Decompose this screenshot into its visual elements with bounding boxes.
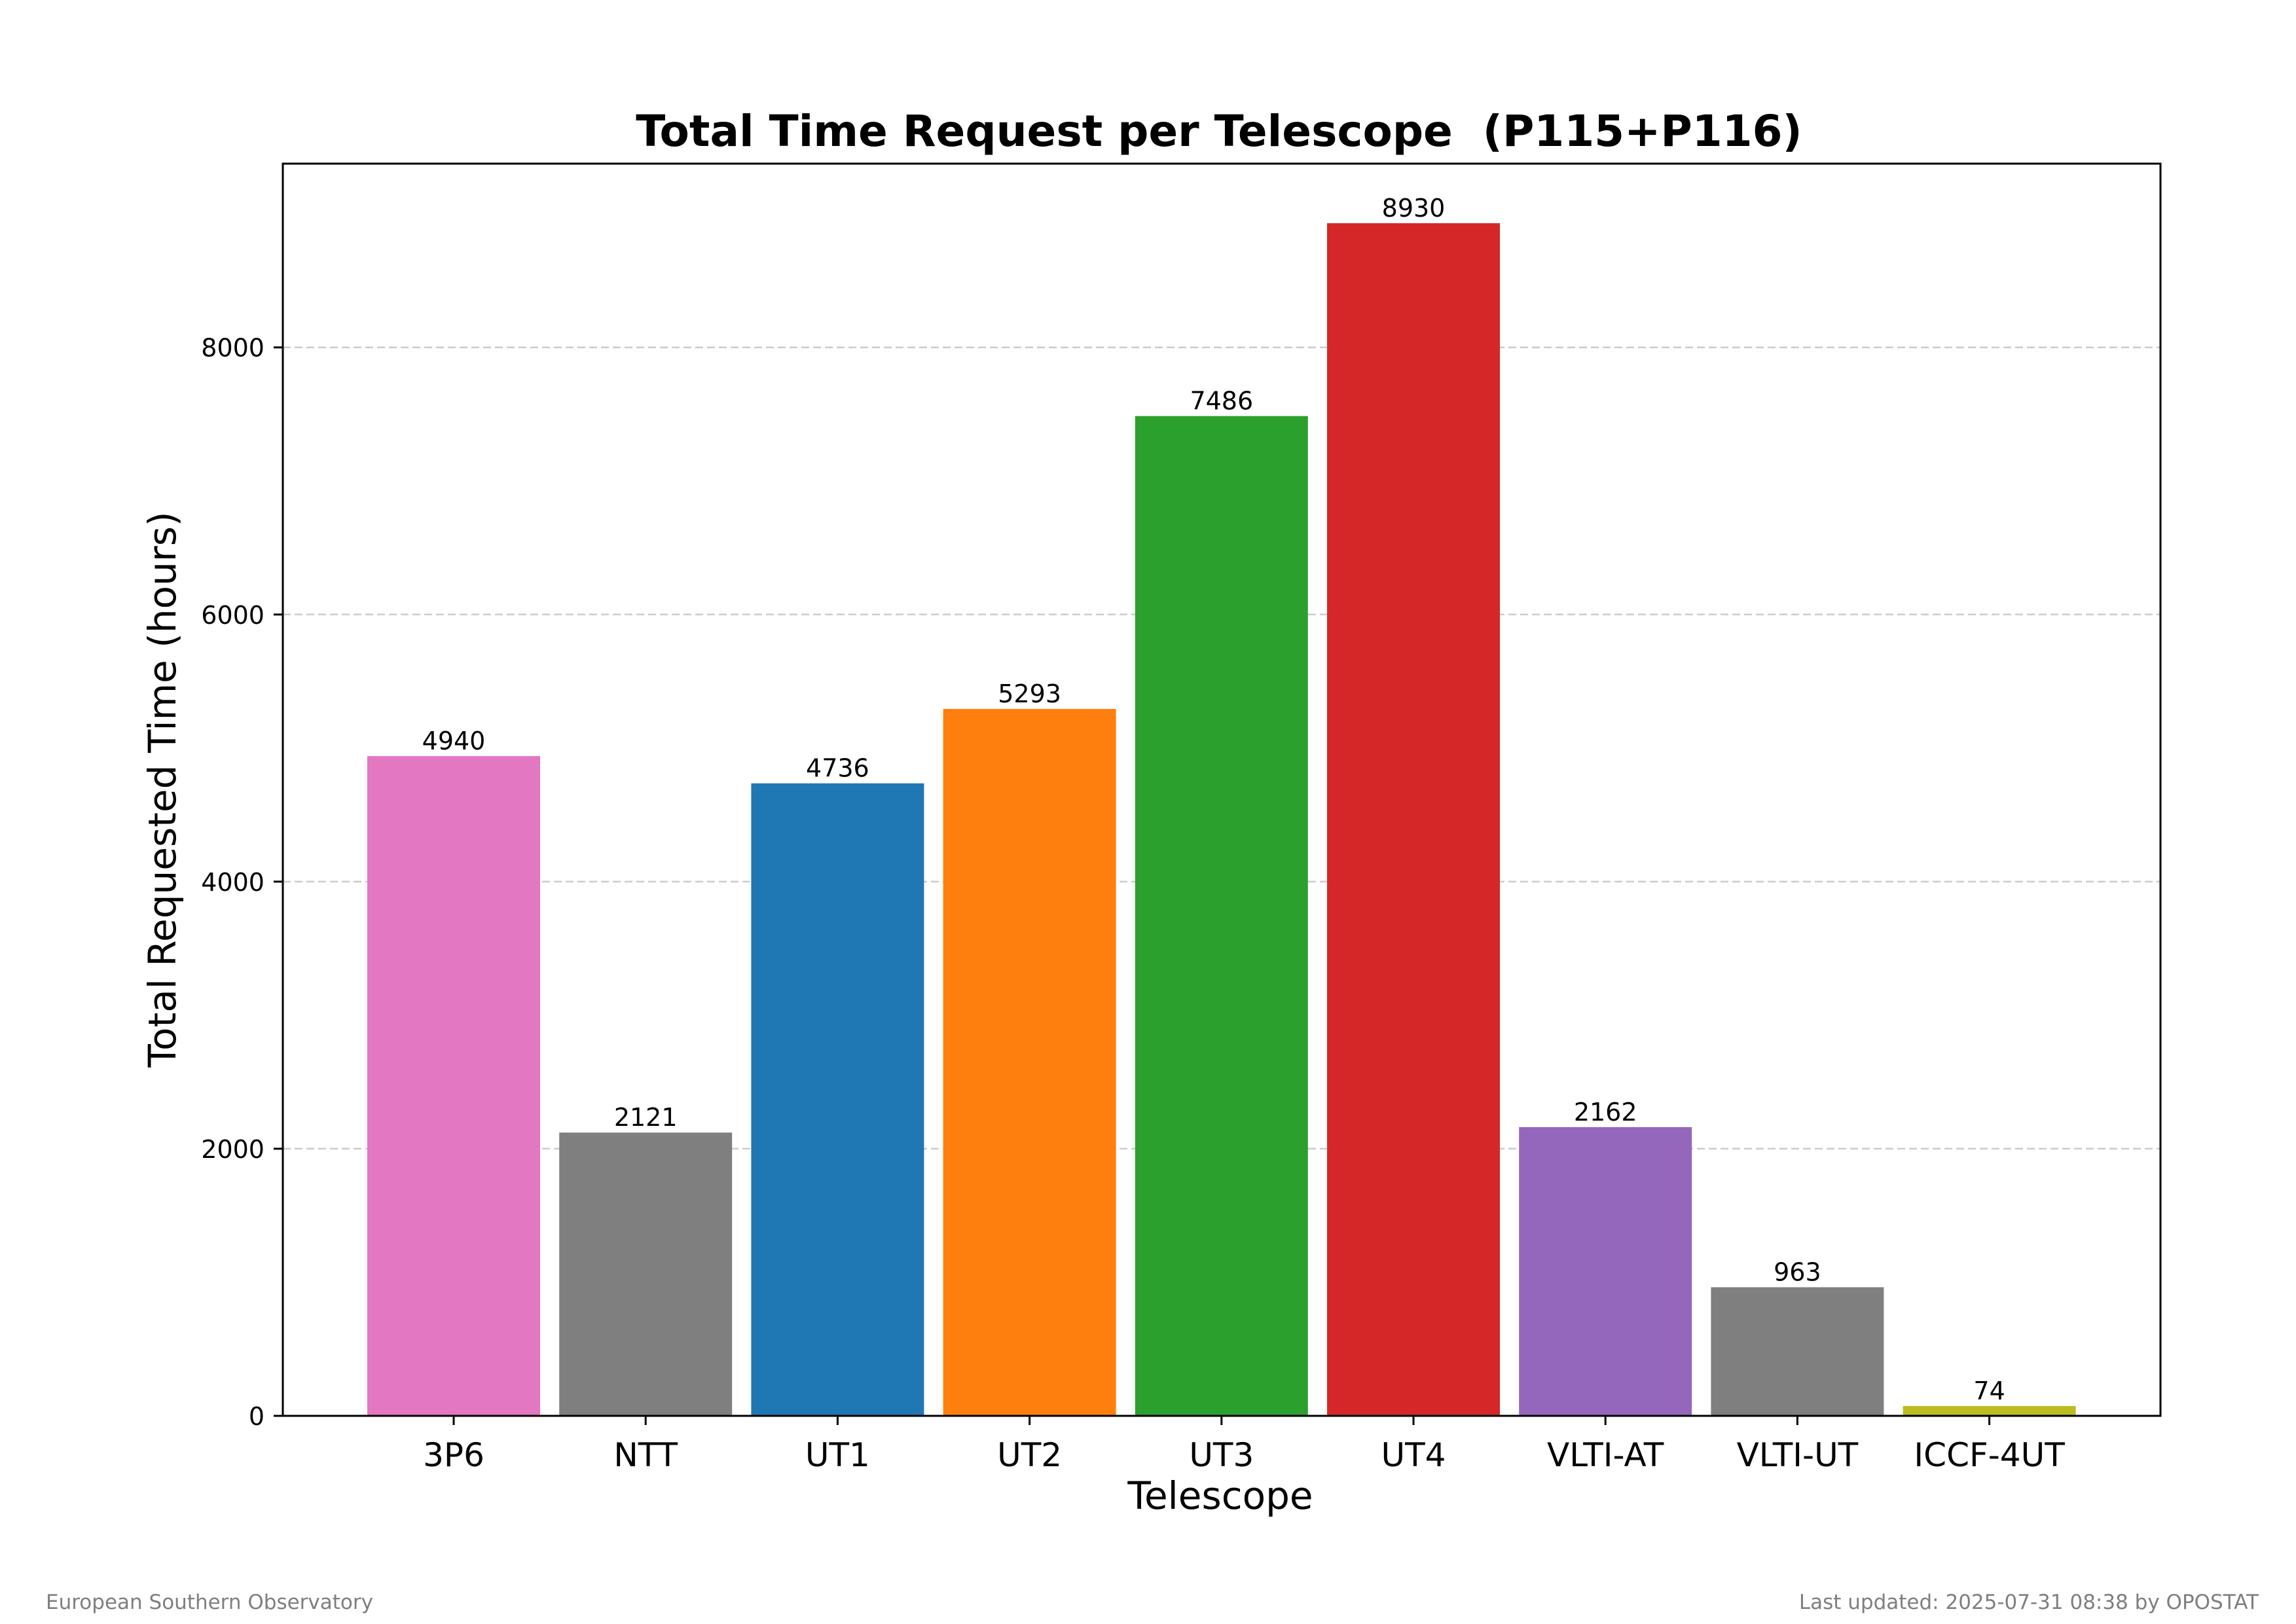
bar-vlti-ut [1711,1287,1884,1416]
x-tick-label-vlti-ut: VLTI-UT [1737,1436,1859,1474]
x-tick-label-ut3: UT3 [1189,1436,1254,1474]
bar-ut3 [1135,416,1308,1416]
x-tick-label-3p6: 3P6 [423,1436,484,1474]
y-tick-label: 2000 [201,1135,264,1164]
x-tick-label-ut1: UT1 [805,1436,870,1474]
bars [367,223,2076,1416]
y-tick-label: 0 [249,1402,264,1431]
y-tick-label: 8000 [201,334,264,363]
bar-ut1 [751,783,924,1416]
bar-ut2 [943,709,1116,1416]
x-tick-label-ntt: NTT [613,1436,678,1474]
x-tick-label-vlti-at: VLTI-AT [1547,1436,1664,1474]
data-label-vlti-ut: 963 [1774,1258,1821,1287]
data-label-ut1: 4736 [806,754,869,783]
data-label-ntt: 2121 [614,1103,678,1132]
bar-ntt [559,1132,733,1416]
y-tick-label: 6000 [201,601,264,630]
x-tick-label-ut4: UT4 [1381,1436,1446,1474]
y-axis-title: Total Requested Time (hours) [140,511,185,1068]
data-labels: 4940 2121 4736 5293 7486 8930 2162 963 74 [422,194,2005,1405]
data-label-3p6: 4940 [422,727,486,755]
bar-3p6 [367,756,540,1416]
data-label-ut3: 7486 [1190,387,1253,416]
footer-right: Last updated: 2025-07-31 08:38 by OPOSTA… [1799,1591,2259,1614]
footer-left: European Southern Observatory [46,1591,373,1614]
y-tick-label: 4000 [201,868,264,897]
bar-vlti-at [1519,1127,1692,1416]
bar-iccf-4ut [1903,1405,2076,1416]
bar-ut4 [1327,223,1500,1416]
x-tick-label-ut2: UT2 [997,1436,1062,1474]
chart-title: Total Time Request per Telescope (P115+P… [636,106,1802,156]
data-label-ut4: 8930 [1382,194,1446,223]
data-label-iccf-4ut: 74 [1973,1377,2005,1405]
data-label-ut2: 5293 [998,679,1061,708]
x-axis-ticks: 3P6 NTT UT1 UT2 UT3 UT4 VLTI-AT VLTI-UT ICCF-4UT [423,1416,2065,1474]
x-axis-title: Telescope [1127,1473,1313,1518]
y-axis-ticks: 0 2000 4000 6000 8000 [201,334,283,1431]
x-tick-label-iccf-4ut: ICCF-4UT [1914,1436,2065,1474]
data-label-vlti-at: 2162 [1574,1098,1637,1127]
